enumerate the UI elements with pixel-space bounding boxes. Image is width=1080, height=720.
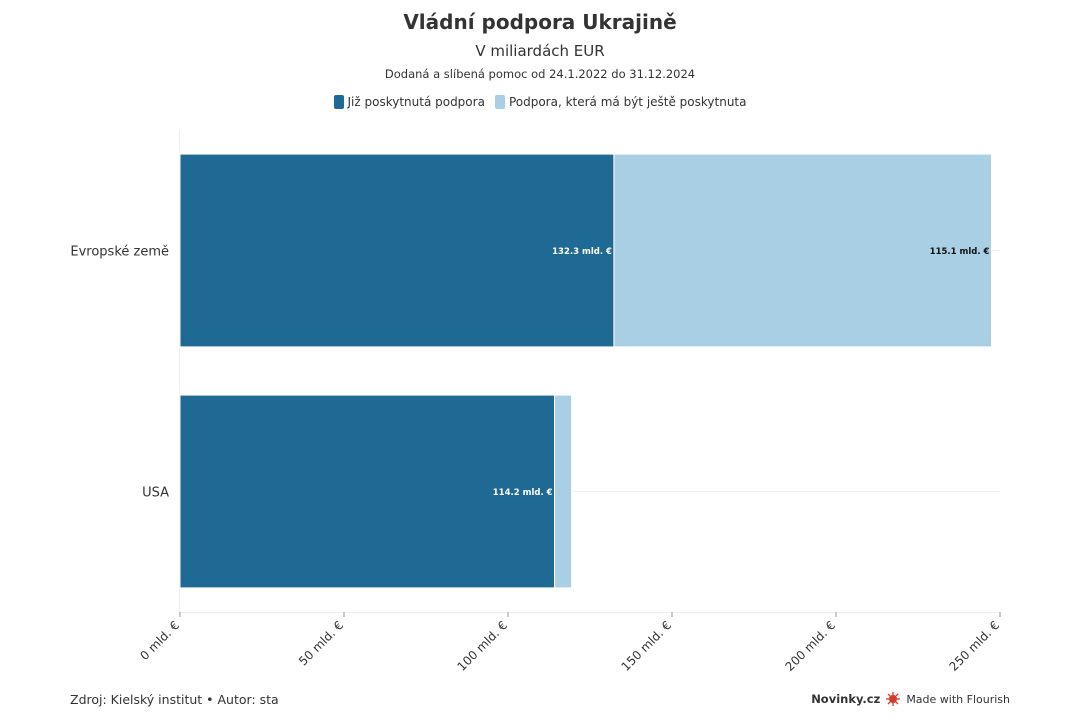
x-tick-label: 200 mld. €: [783, 618, 839, 674]
x-tick-label: 250 mld. €: [947, 618, 1003, 674]
legend-swatch-delivered: [333, 95, 344, 109]
category-label: Evropské země: [70, 245, 169, 260]
chart-note: Dodaná a slíbená pomoc od 24.1.2022 do 3…: [384, 67, 696, 81]
data-label: 115.1 mld. €: [930, 247, 990, 257]
x-tick-label: 50 mld. €: [296, 618, 346, 668]
flourish-icon: [886, 692, 901, 706]
legend-item-delivered[interactable]: Již poskytnutá podpora: [333, 95, 485, 109]
legend-label-delivered: Již poskytnutá podpora: [347, 95, 485, 109]
data-label: 132.3 mld. €: [552, 247, 612, 257]
bar-segment: [179, 394, 556, 589]
category-label: USA: [142, 486, 169, 501]
legend: Již poskytnutá podpora Podpora, která má…: [0, 95, 1080, 109]
data-label: 114.2 mld. €: [493, 488, 553, 498]
legend-swatch-pending: [494, 95, 505, 109]
x-tick-label: 150 mld. €: [619, 618, 675, 674]
bar-segment: [554, 394, 573, 589]
legend-item-pending[interactable]: Podpora, která má být ještě poskytnuta: [494, 95, 747, 109]
source-credit: Zdroj: Kielský institut • Autor: sta: [70, 692, 279, 707]
made-with-flourish-link[interactable]: Made with Flourish: [906, 692, 1010, 706]
chart-title: Vládní podpora Ukrajině: [403, 10, 677, 34]
bar-segment: [613, 153, 992, 348]
footer-branding: Novinky.cz Made with Flourish: [811, 692, 1010, 706]
brand-logo[interactable]: Novinky.cz: [811, 692, 881, 706]
x-tick-label: 0 mld. €: [137, 618, 182, 663]
chart-subtitle: V miliardách EUR: [475, 42, 605, 60]
bar-segment: [179, 153, 615, 348]
x-tick-label: 100 mld. €: [455, 618, 511, 674]
legend-label-pending: Podpora, která má být ještě poskytnuta: [508, 95, 747, 109]
